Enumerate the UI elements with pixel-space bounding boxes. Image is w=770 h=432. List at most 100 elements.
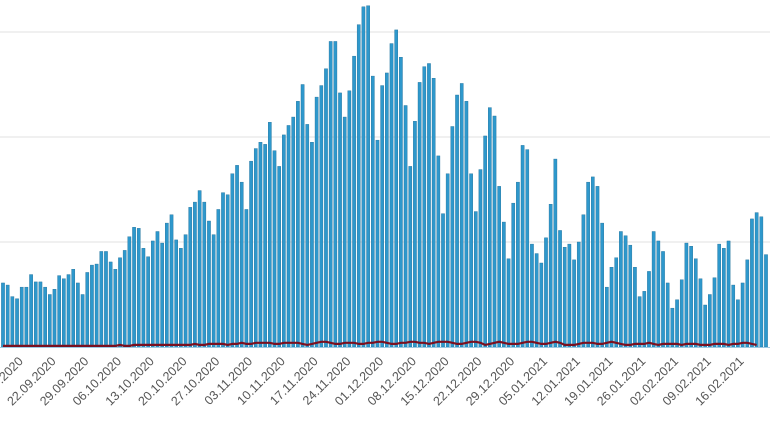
- bar: [469, 173, 473, 348]
- bar: [333, 41, 338, 348]
- bar: [141, 248, 146, 348]
- bar: [122, 250, 127, 348]
- bar: [525, 149, 530, 348]
- bar: [314, 96, 319, 348]
- bar: [399, 57, 403, 348]
- bar: [731, 284, 736, 348]
- bar: [132, 227, 136, 348]
- bar: [1, 282, 5, 348]
- bar: [356, 24, 361, 348]
- bar: [722, 248, 726, 348]
- bar: [188, 207, 193, 348]
- bar: [380, 85, 384, 348]
- bar: [310, 142, 314, 348]
- bar: [104, 251, 108, 348]
- bar: [506, 258, 511, 348]
- bar: [48, 294, 52, 348]
- bar: [33, 281, 38, 348]
- bar: [473, 211, 478, 348]
- bar: [62, 278, 66, 348]
- bar: [38, 281, 43, 348]
- bar: [216, 209, 221, 348]
- bar: [174, 239, 178, 348]
- bar: [726, 240, 731, 348]
- bar: [459, 83, 464, 348]
- bar: [417, 82, 422, 348]
- bar: [595, 186, 600, 348]
- bar: [665, 282, 670, 348]
- bar: [253, 148, 258, 348]
- bar: [619, 231, 623, 348]
- bar: [136, 228, 141, 348]
- bar: [296, 101, 300, 348]
- bar: [113, 269, 118, 348]
- bar: [235, 165, 239, 348]
- bar: [558, 230, 562, 348]
- bar: [90, 264, 94, 348]
- bar: [492, 115, 497, 348]
- series-line: [3, 340, 757, 347]
- bar: [403, 105, 408, 348]
- bar: [642, 291, 647, 348]
- bar: [591, 176, 595, 348]
- bar: [445, 173, 450, 348]
- bar: [670, 307, 675, 348]
- bar: [43, 286, 47, 348]
- bar: [759, 216, 764, 348]
- bar: [712, 277, 717, 348]
- bar: [258, 142, 263, 348]
- bar: [675, 299, 679, 348]
- bar: [628, 244, 633, 348]
- bar: [656, 240, 661, 348]
- bar: [647, 271, 651, 348]
- bar: [717, 243, 721, 348]
- bar: [366, 5, 370, 348]
- bar: [684, 242, 689, 348]
- bar: [29, 274, 33, 348]
- bar: [57, 275, 61, 348]
- bar: [300, 84, 305, 348]
- bar: [263, 144, 267, 348]
- bar: [539, 262, 544, 348]
- bar: [431, 77, 436, 348]
- bar: [572, 259, 576, 348]
- bar: [422, 66, 427, 348]
- bar: [347, 90, 352, 348]
- bar: [197, 190, 202, 348]
- bar: [150, 240, 155, 348]
- x-tick-labels: 15.09.202022.09.202029.09.202006.10.2020…: [0, 354, 747, 408]
- bar: [239, 181, 244, 348]
- bar: [534, 253, 539, 348]
- bar: [693, 258, 698, 348]
- bar: [179, 248, 183, 348]
- bar: [698, 278, 703, 348]
- bar: [15, 298, 19, 348]
- bar: [689, 245, 693, 348]
- bars: [1, 5, 768, 348]
- bar: [80, 294, 85, 348]
- bar: [764, 254, 768, 348]
- bar: [441, 213, 445, 348]
- bar: [586, 181, 590, 348]
- bar: [436, 155, 441, 348]
- bar: [633, 267, 637, 348]
- bar: [94, 263, 99, 348]
- bar: [305, 124, 310, 348]
- bar: [370, 75, 375, 348]
- bar: [352, 55, 356, 348]
- bar: [581, 214, 586, 348]
- bar: [282, 134, 286, 348]
- bar: [268, 122, 272, 348]
- bar: [516, 181, 520, 348]
- bar: [66, 274, 71, 348]
- bar: [193, 201, 197, 348]
- bar: [408, 166, 413, 348]
- bar: [211, 234, 216, 348]
- bar: [450, 126, 455, 348]
- bar: [221, 192, 225, 348]
- gridlines: [0, 31, 770, 243]
- bar: [165, 222, 169, 348]
- bar: [637, 296, 642, 348]
- bar: [146, 256, 150, 348]
